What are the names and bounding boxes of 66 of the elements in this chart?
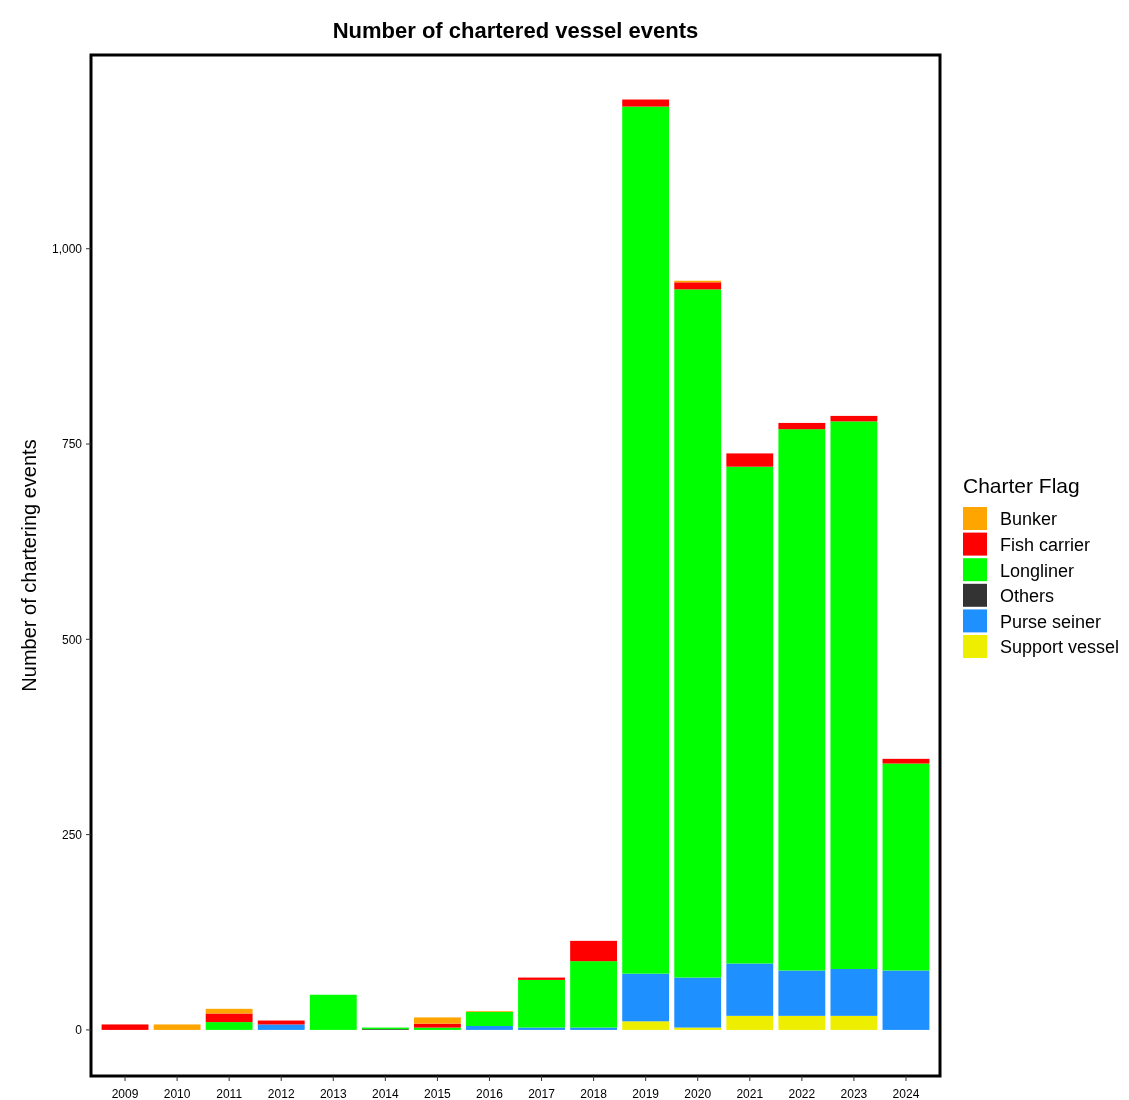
x-tick-label: 2014 [371, 1087, 400, 1100]
x-tick-label: 2018 [580, 1087, 608, 1100]
x-tick-label: 2016 [476, 1087, 504, 1100]
x-tick-label: 2010 [163, 1087, 191, 1100]
bar [882, 970, 930, 1030]
y-axis-title: Number of chartering events [18, 439, 40, 692]
y-tick-label: 1,000 [51, 241, 83, 256]
bar [778, 1015, 826, 1030]
legend-label: Fish carrier [1000, 534, 1091, 555]
legend-label: Purse seiner [1000, 611, 1102, 632]
legend-label: Longliner [1000, 560, 1075, 581]
bar [726, 1015, 774, 1030]
legend-label: Others [1000, 586, 1055, 607]
x-tick-label: 2012 [267, 1087, 295, 1100]
bar [622, 99, 670, 107]
bar [830, 421, 878, 969]
x-tick-label: 2013 [319, 1087, 347, 1100]
bar [830, 1015, 878, 1030]
bar [778, 422, 826, 430]
legend-label: Bunker [1000, 509, 1058, 530]
bar [882, 763, 930, 971]
bar [674, 977, 722, 1028]
y-tick-label: 500 [61, 632, 83, 647]
x-tick-label: 2019 [632, 1087, 660, 1100]
chart-title: Number of chartered vessel events [332, 18, 699, 43]
x-tick-label: 2009 [111, 1087, 139, 1100]
bar [413, 1023, 461, 1028]
x-tick-label: 2020 [684, 1087, 712, 1100]
x-tick-label: 2015 [424, 1087, 452, 1100]
bar [518, 979, 565, 1028]
legend-title: Charter Flag [963, 474, 1080, 497]
bar [674, 282, 722, 290]
bar [778, 429, 826, 971]
bar [726, 963, 774, 1016]
bar [570, 961, 618, 1028]
bar [466, 1026, 513, 1030]
x-tick-label: 2011 [216, 1087, 243, 1100]
bar [830, 415, 878, 422]
bar [466, 1011, 513, 1026]
bar [622, 1021, 670, 1030]
bar [882, 758, 930, 764]
bar [622, 106, 670, 974]
bar [622, 973, 670, 1022]
bar [257, 1024, 305, 1030]
bar [413, 1017, 461, 1024]
bar [778, 970, 826, 1016]
y-tick-label: 0 [75, 1023, 83, 1038]
x-tick-label: 2024 [892, 1087, 920, 1100]
bar [205, 1022, 253, 1030]
bar [674, 289, 722, 978]
y-tick-label: 750 [61, 437, 83, 452]
x-tick-label: 2022 [788, 1087, 816, 1100]
y-tick-label: 250 [61, 827, 83, 842]
bar [205, 1008, 253, 1014]
bar [309, 994, 357, 1030]
bar [726, 453, 774, 467]
bar [153, 1024, 201, 1030]
x-tick-label: 2021 [736, 1087, 764, 1100]
bar [830, 968, 878, 1016]
bar [726, 466, 774, 964]
bar [101, 1024, 149, 1030]
x-tick-label: 2017 [528, 1087, 556, 1100]
x-tick-label: 2023 [840, 1087, 868, 1100]
bar [205, 1013, 253, 1023]
legend-label: Support vessel [1000, 637, 1120, 658]
bar [570, 940, 618, 962]
